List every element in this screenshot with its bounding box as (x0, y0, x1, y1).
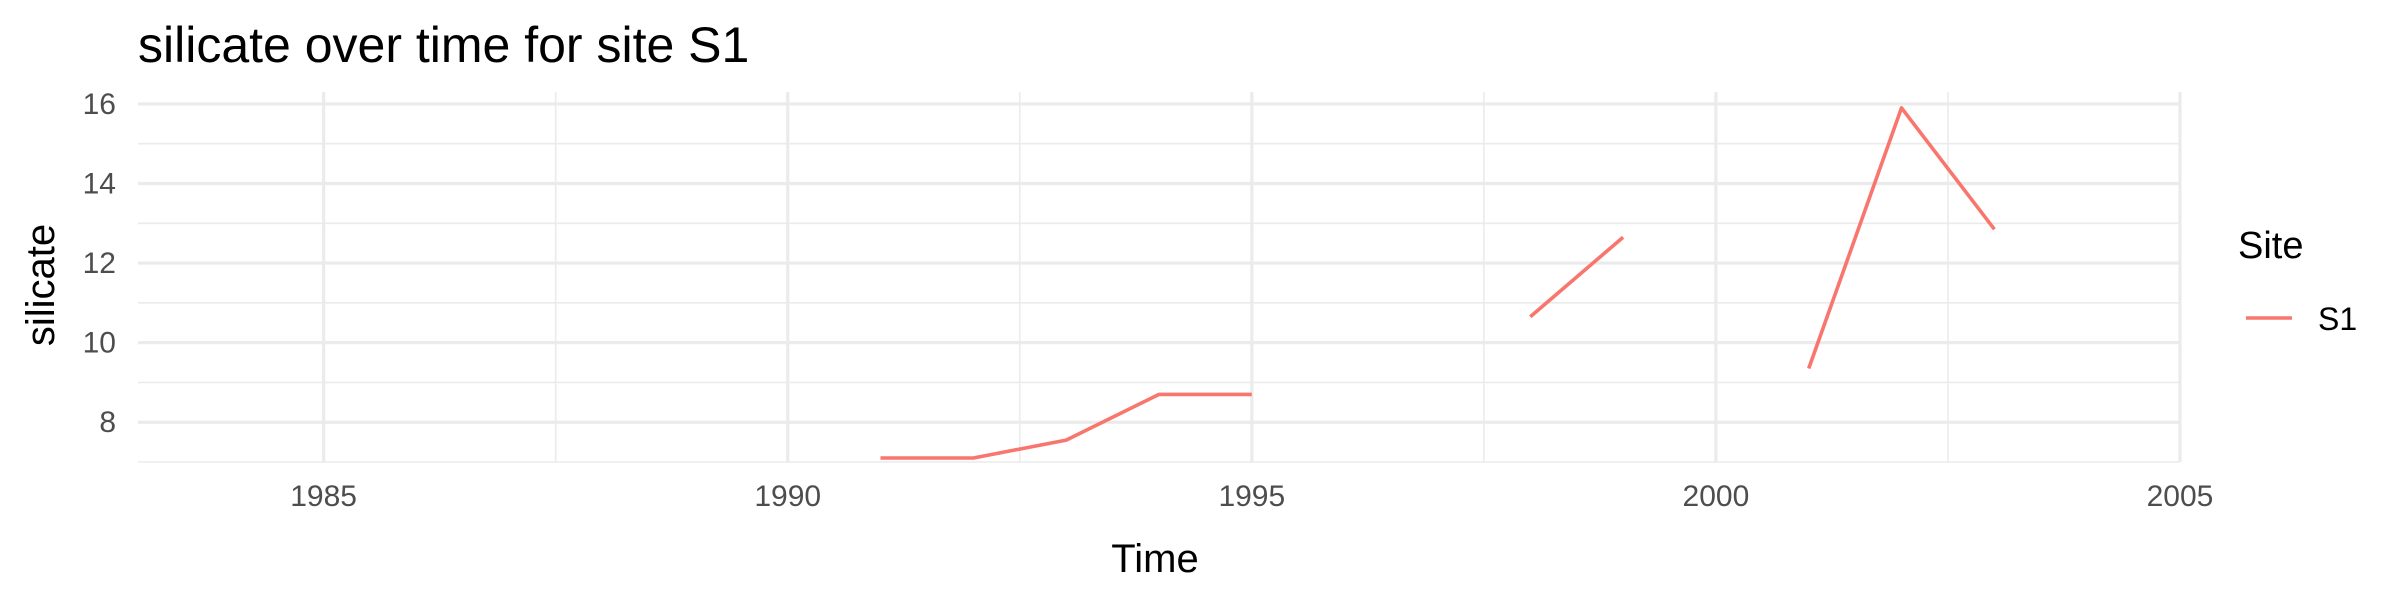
y-tick-label-14: 14 (83, 168, 116, 201)
y-axis-label: silicate (19, 224, 63, 346)
x-tick-label-1995: 1995 (1218, 480, 1285, 513)
series-s1-segment-2 (1807, 106, 1996, 370)
series-layer (880, 106, 1996, 460)
x-axis-label: Time (1111, 537, 1198, 581)
x-axis-tick-labels: 1985 1990 1995 2000 2005 (290, 480, 2213, 513)
y-axis-tick-labels: 8 10 12 14 16 (83, 88, 116, 439)
x-tick-label-1985: 1985 (290, 480, 357, 513)
legend-title: Site (2238, 225, 2303, 267)
x-tick-label-2005: 2005 (2147, 480, 2214, 513)
series-s1-segment-1 (1529, 235, 1625, 319)
series-s1-segment-0 (880, 392, 1252, 460)
y-tick-label-8: 8 (99, 406, 116, 439)
legend-label-s1: S1 (2318, 301, 2357, 337)
y-tick-label-12: 12 (83, 247, 116, 280)
x-tick-label-2000: 2000 (1683, 480, 1750, 513)
x-tick-label-1990: 1990 (754, 480, 821, 513)
chart-title: silicate over time for site S1 (138, 17, 749, 73)
legend: Site S1 (2238, 225, 2357, 337)
y-tick-label-10: 10 (83, 327, 116, 360)
y-tick-label-16: 16 (83, 88, 116, 121)
plot-grid (138, 92, 2182, 463)
